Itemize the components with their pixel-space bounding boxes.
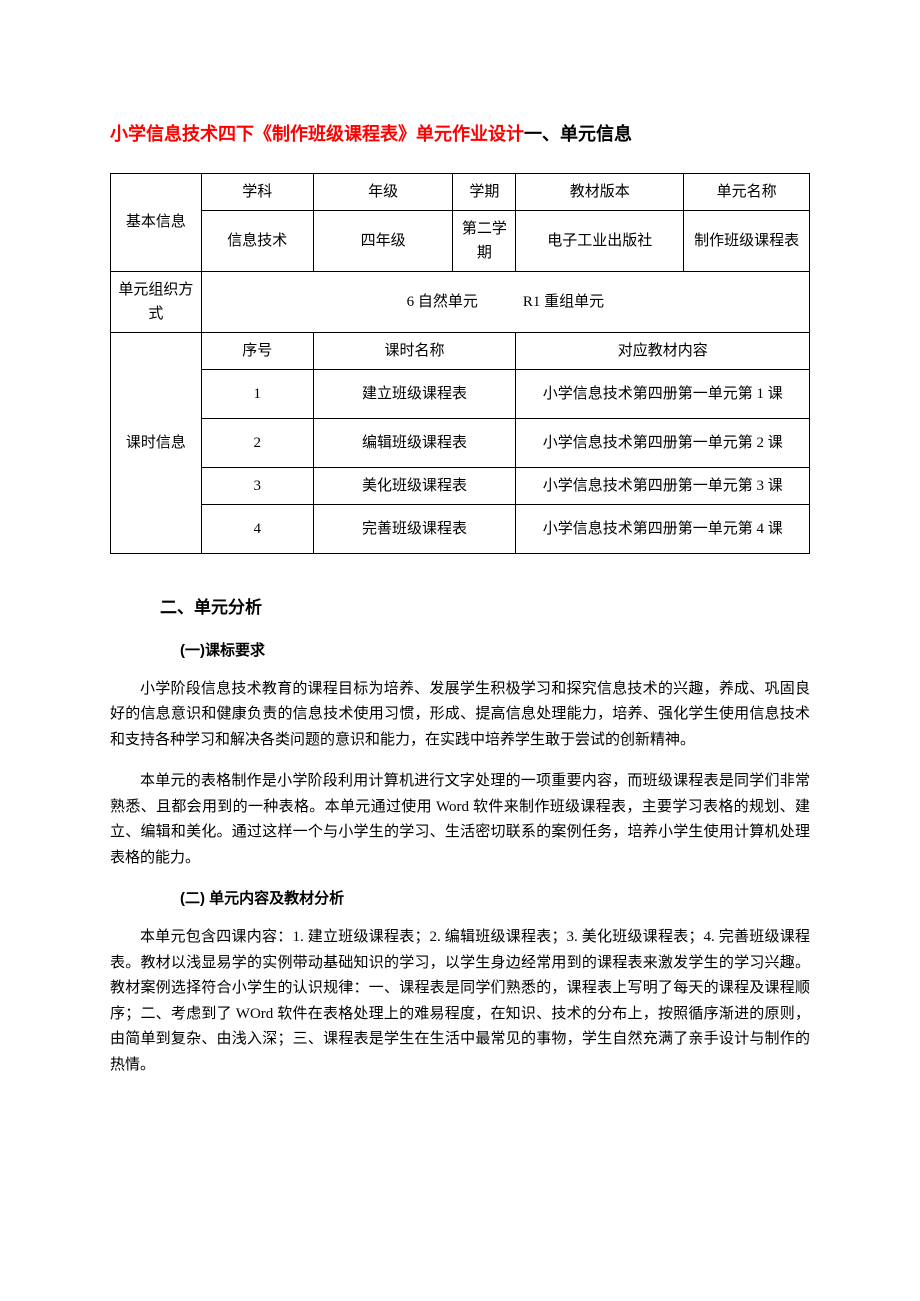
section-2-heading: 二、单元分析 xyxy=(160,594,810,621)
table-row: 信息技术 四年级 第二学期 电子工业出版社 制作班级课程表 xyxy=(111,210,810,271)
lesson-name: 美化班级课程表 xyxy=(313,467,516,504)
header-textbook: 教材版本 xyxy=(516,173,684,210)
table-row: 单元组织方式 6 自然单元 R1 重组单元 xyxy=(111,271,810,332)
lesson-no: 3 xyxy=(201,467,313,504)
subsection-2-heading: (二) 单元内容及教材分析 xyxy=(180,887,810,911)
header-lesson-name: 课时名称 xyxy=(313,332,516,369)
lesson-content: 小学信息技术第四册第一单元第 2 课 xyxy=(516,418,810,467)
title-red-part: 小学信息技术四下《制作班级课程表》单元作业设计 xyxy=(110,124,524,144)
basic-info-label: 基本信息 xyxy=(111,173,202,271)
org-mode-label: 单元组织方式 xyxy=(111,271,202,332)
paragraph: 小学阶段信息技术教育的课程目标为培养、发展学生积极学习和探究信息技术的兴趣，养成… xyxy=(110,677,810,754)
paragraph: 本单元的表格制作是小学阶段利用计算机进行文字处理的一项重要内容，而班级课程表是同… xyxy=(110,769,810,871)
subsection-1-heading: (一)课标要求 xyxy=(180,639,810,663)
lesson-info-label: 课时信息 xyxy=(111,332,202,553)
lesson-no: 1 xyxy=(201,369,313,418)
header-term: 学期 xyxy=(453,173,516,210)
title-black-part: 一、单元信息 xyxy=(524,124,632,144)
value-term: 第二学期 xyxy=(453,210,516,271)
unit-info-table: 基本信息 学科 年级 学期 教材版本 单元名称 信息技术 四年级 第二学期 电子… xyxy=(110,173,810,554)
table-row: 1 建立班级课程表 小学信息技术第四册第一单元第 1 课 xyxy=(111,369,810,418)
value-grade: 四年级 xyxy=(313,210,453,271)
lesson-content: 小学信息技术第四册第一单元第 4 课 xyxy=(516,504,810,553)
value-textbook: 电子工业出版社 xyxy=(516,210,684,271)
value-unit-name: 制作班级课程表 xyxy=(684,210,810,271)
table-row: 4 完善班级课程表 小学信息技术第四册第一单元第 4 课 xyxy=(111,504,810,553)
org-mode-value: 6 自然单元 R1 重组单元 xyxy=(201,271,809,332)
value-subject: 信息技术 xyxy=(201,210,313,271)
lesson-content: 小学信息技术第四册第一单元第 1 课 xyxy=(516,369,810,418)
lesson-no: 4 xyxy=(201,504,313,553)
header-subject: 学科 xyxy=(201,173,313,210)
document-page: 小学信息技术四下《制作班级课程表》单元作业设计一、单元信息 基本信息 学科 年级… xyxy=(0,0,920,1154)
table-row: 基本信息 学科 年级 学期 教材版本 单元名称 xyxy=(111,173,810,210)
page-title: 小学信息技术四下《制作班级课程表》单元作业设计一、单元信息 xyxy=(110,120,810,149)
header-unit-name: 单元名称 xyxy=(684,173,810,210)
header-grade: 年级 xyxy=(313,173,453,210)
lesson-content: 小学信息技术第四册第一单元第 3 课 xyxy=(516,467,810,504)
table-row: 课时信息 序号 课时名称 对应教材内容 xyxy=(111,332,810,369)
table-row: 2 编辑班级课程表 小学信息技术第四册第一单元第 2 课 xyxy=(111,418,810,467)
lesson-name: 建立班级课程表 xyxy=(313,369,516,418)
lesson-name: 编辑班级课程表 xyxy=(313,418,516,467)
table-row: 3 美化班级课程表 小学信息技术第四册第一单元第 3 课 xyxy=(111,467,810,504)
paragraph: 本单元包含四课内容：1. 建立班级课程表；2. 编辑班级课程表；3. 美化班级课… xyxy=(110,925,810,1078)
lesson-name: 完善班级课程表 xyxy=(313,504,516,553)
header-no: 序号 xyxy=(201,332,313,369)
lesson-no: 2 xyxy=(201,418,313,467)
header-lesson-content: 对应教材内容 xyxy=(516,332,810,369)
